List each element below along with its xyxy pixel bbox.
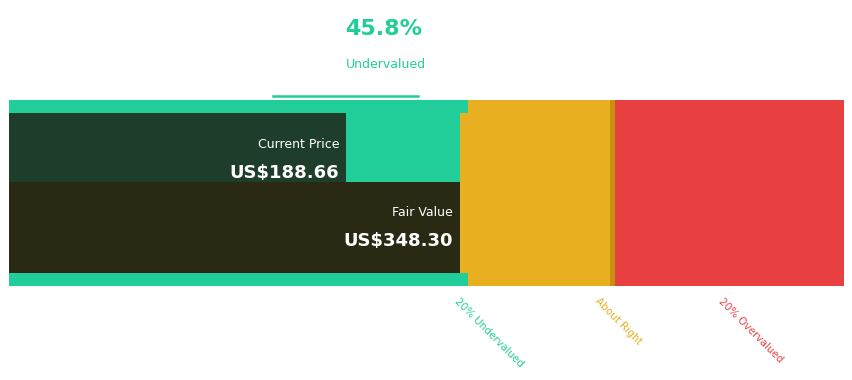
Bar: [9, 113, 346, 204]
Text: Fair Value: Fair Value: [392, 206, 452, 219]
Text: US$188.66: US$188.66: [229, 164, 339, 182]
Bar: [451, 100, 610, 286]
Text: Current Price: Current Price: [257, 138, 339, 150]
Bar: [9, 272, 468, 286]
Bar: [610, 100, 613, 286]
Text: 45.8%: 45.8%: [345, 19, 422, 38]
Text: About Right: About Right: [592, 296, 642, 347]
Text: US$348.30: US$348.30: [343, 233, 452, 250]
Bar: [9, 182, 459, 272]
Bar: [9, 100, 468, 113]
Bar: [346, 100, 459, 286]
Text: Undervalued: Undervalued: [345, 58, 425, 71]
Text: 20% Undervalued: 20% Undervalued: [452, 296, 524, 369]
Bar: [613, 100, 843, 286]
Text: 20% Overvalued: 20% Overvalued: [716, 296, 784, 364]
Bar: [9, 100, 451, 286]
